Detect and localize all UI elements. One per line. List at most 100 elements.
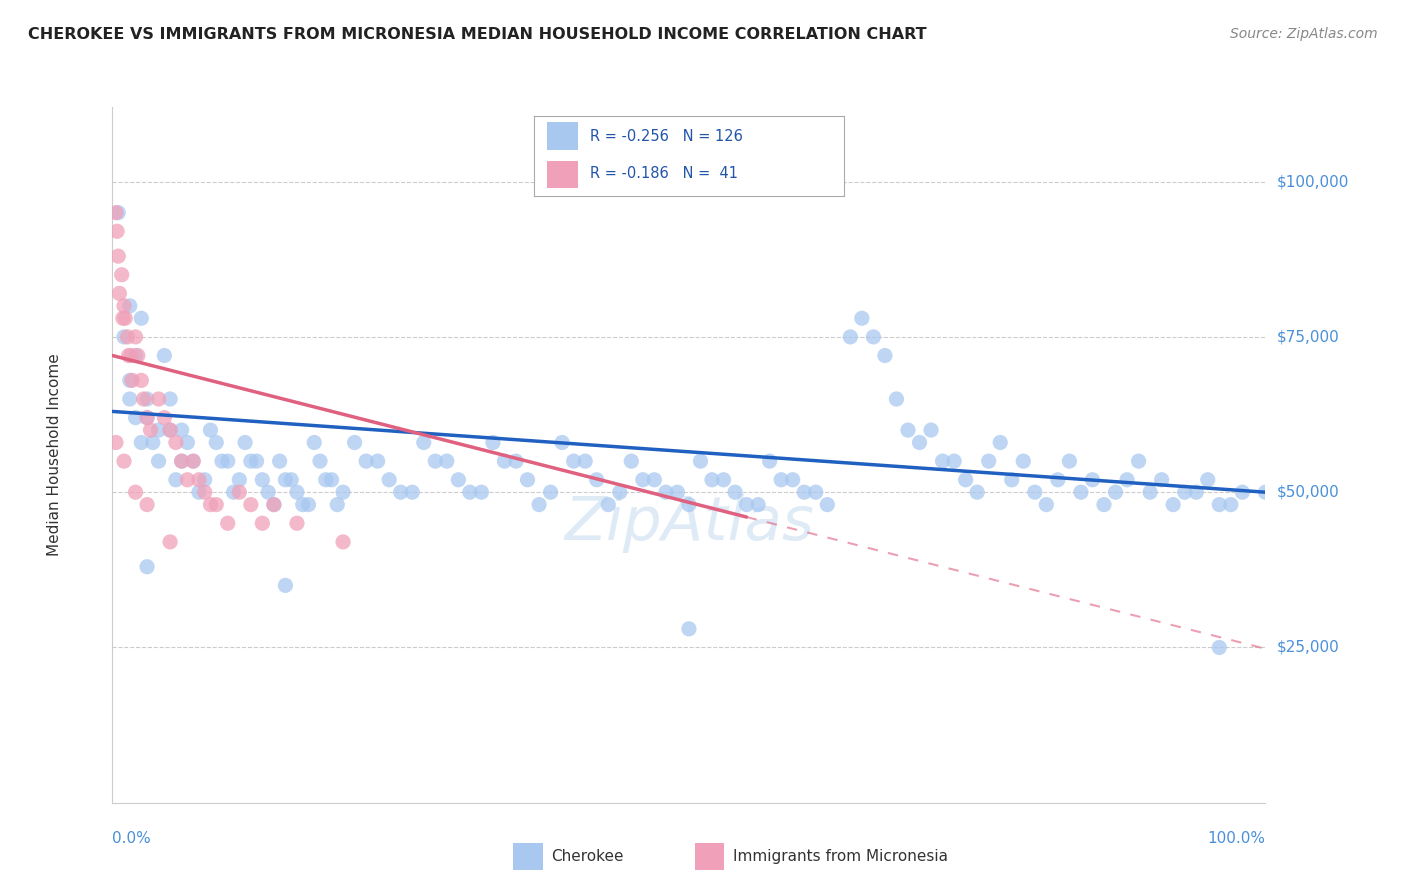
Point (643, 473, 665, 487)
Point (257, 485, 280, 500)
Point (181, 454, 204, 468)
Point (269, 454, 291, 468)
Point (153, 410, 176, 425)
Point (436, 454, 458, 468)
Point (540, 485, 562, 500)
Point (1185, 485, 1208, 500)
Point (920, 423, 942, 437)
Point (194, 473, 217, 487)
Point (1128, 454, 1150, 468)
Point (239, 498, 262, 512)
Point (105, 224, 128, 238)
Point (159, 534, 181, 549)
Point (124, 349, 146, 363)
Point (139, 423, 162, 437)
Point (551, 435, 574, 450)
Point (839, 330, 862, 344)
Point (332, 534, 354, 549)
Point (112, 454, 135, 468)
Point (1092, 498, 1115, 512)
Point (1150, 473, 1173, 487)
Text: Median Household Income: Median Household Income (48, 353, 62, 557)
Point (631, 473, 654, 487)
Point (343, 435, 366, 450)
Text: R = -0.186   N =  41: R = -0.186 N = 41 (591, 166, 738, 181)
Point (494, 454, 516, 468)
Point (470, 485, 492, 500)
Bar (547, 161, 578, 188)
Point (724, 485, 747, 500)
Point (447, 473, 470, 487)
Point (107, 249, 129, 263)
Text: ZipAtlas: ZipAtlas (564, 494, 814, 553)
Point (136, 392, 159, 406)
Point (804, 485, 827, 500)
Point (1116, 473, 1139, 487)
Point (118, 373, 141, 387)
Point (205, 498, 228, 512)
Point (315, 473, 337, 487)
Point (159, 423, 181, 437)
Point (170, 454, 193, 468)
Point (108, 286, 131, 301)
Point (112, 330, 135, 344)
Point (297, 498, 319, 512)
Point (425, 454, 447, 468)
Point (332, 485, 354, 500)
Point (367, 454, 389, 468)
Point (159, 392, 181, 406)
Point (1059, 454, 1081, 468)
Point (136, 410, 159, 425)
Point (505, 454, 527, 468)
Bar (513, 843, 543, 870)
Point (1035, 498, 1057, 512)
Point (1208, 498, 1230, 512)
Point (770, 473, 793, 487)
Text: $75,000: $75,000 (1277, 329, 1340, 344)
Point (1139, 485, 1161, 500)
Point (458, 485, 481, 500)
Point (200, 498, 222, 512)
Point (326, 498, 349, 512)
Point (136, 498, 159, 512)
Point (165, 435, 187, 450)
Point (908, 435, 931, 450)
Point (170, 423, 193, 437)
Text: CHEROKEE VS IMMIGRANTS FROM MICRONESIA MEDIAN HOUSEHOLD INCOME CORRELATION CHART: CHEROKEE VS IMMIGRANTS FROM MICRONESIA M… (28, 27, 927, 42)
Point (1161, 498, 1184, 512)
Point (1070, 485, 1092, 500)
Point (354, 454, 377, 468)
Text: $100,000: $100,000 (1277, 174, 1348, 189)
Point (931, 454, 953, 468)
Point (966, 485, 988, 500)
Point (117, 349, 139, 363)
Point (280, 473, 302, 487)
Point (165, 473, 187, 487)
Point (181, 454, 204, 468)
Text: Source: ZipAtlas.com: Source: ZipAtlas.com (1230, 27, 1378, 41)
Point (118, 392, 141, 406)
Point (176, 473, 198, 487)
Point (655, 485, 678, 500)
Point (104, 435, 127, 450)
Point (482, 435, 505, 450)
Point (124, 410, 146, 425)
Point (104, 205, 127, 219)
Point (124, 330, 146, 344)
Bar (547, 122, 578, 150)
Point (188, 485, 211, 500)
Text: 0.0%: 0.0% (112, 830, 152, 846)
Point (129, 373, 153, 387)
Point (873, 349, 896, 363)
Point (1254, 485, 1277, 500)
Point (285, 485, 308, 500)
Point (1046, 473, 1069, 487)
Point (620, 454, 643, 468)
Point (378, 473, 401, 487)
Point (412, 435, 434, 450)
Text: Cherokee: Cherokee (551, 849, 624, 863)
Point (136, 410, 159, 425)
Point (1024, 485, 1046, 500)
Point (897, 423, 920, 437)
Point (955, 473, 977, 487)
